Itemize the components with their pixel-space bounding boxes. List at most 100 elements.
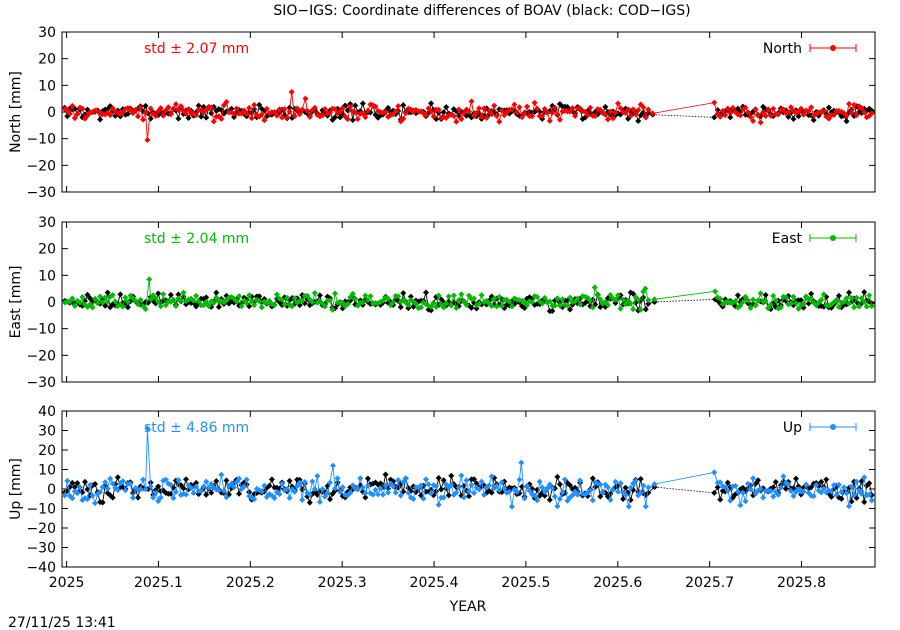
- east-sio-point: [617, 305, 624, 312]
- north-sio-point: [649, 110, 656, 117]
- east-sio-point: [362, 292, 369, 299]
- up-sio-point: [377, 485, 384, 492]
- east-sio-point: [344, 301, 351, 308]
- north-sio-point: [551, 104, 558, 111]
- up-sio-point: [556, 495, 563, 502]
- east-sio-point: [637, 306, 644, 313]
- east-cod-point: [84, 291, 91, 298]
- east-cod-point: [215, 303, 222, 310]
- up-sio-point: [109, 480, 116, 487]
- up-cod-point: [519, 483, 526, 490]
- east-sio-point: [102, 294, 109, 301]
- up-sio-point: [803, 481, 810, 488]
- up-sio-point: [220, 487, 227, 494]
- east-sio-point: [453, 305, 460, 312]
- up-cod-point: [567, 482, 574, 489]
- up-sio-point: [327, 479, 334, 486]
- north-sio-point: [337, 108, 344, 115]
- east-sio-point: [587, 297, 594, 304]
- north-sio-point: [286, 108, 293, 115]
- east-sio-point: [430, 299, 437, 306]
- east-sio-point: [352, 295, 359, 302]
- up-sio-point: [486, 482, 493, 489]
- north-sio-point: [729, 104, 736, 111]
- up-sio-point: [599, 489, 606, 496]
- east-sio-point: [92, 295, 99, 302]
- north-sio-point: [488, 111, 495, 118]
- east-sio-point: [445, 293, 452, 300]
- east-sio-point: [109, 292, 116, 299]
- up-sio-point: [279, 480, 286, 487]
- east-sio-point: [258, 304, 265, 311]
- up-sio-point: [549, 485, 556, 492]
- north-sio-point: [223, 98, 230, 105]
- up-sio-point: [74, 490, 81, 497]
- x-tick-label: 2025.6: [593, 575, 642, 591]
- north-sio-point: [820, 107, 827, 114]
- north-ytick-label: −10: [26, 132, 56, 148]
- up-sio-point: [375, 491, 382, 498]
- north-sio-point: [165, 104, 172, 111]
- up-cod-point: [183, 476, 190, 483]
- up-cod-point: [109, 494, 116, 501]
- up-sio-point: [357, 475, 364, 482]
- up-sio-point: [722, 484, 729, 491]
- up-sio-point: [208, 480, 215, 487]
- east-cod-point: [808, 290, 815, 297]
- up-sio-point: [190, 490, 197, 497]
- up-sio-point: [544, 485, 551, 492]
- up-cod-point: [597, 493, 604, 500]
- up-cod-point: [435, 475, 442, 482]
- up-sio-point: [423, 476, 430, 483]
- east-sio-point: [858, 295, 865, 302]
- east-sio-point: [739, 298, 746, 305]
- up-sio-point: [296, 479, 303, 486]
- up-cod-point: [327, 496, 334, 503]
- north-sio-point: [160, 112, 167, 119]
- x-tick-label: 2025.2: [226, 575, 275, 591]
- north-cod-point: [602, 103, 609, 110]
- up-sio-point: [521, 495, 528, 502]
- north-sio-point: [609, 115, 616, 122]
- east-sio-point: [112, 298, 119, 305]
- north-legend-marker: [830, 45, 836, 51]
- up-sio-point: [516, 476, 523, 483]
- east-cod-point: [397, 304, 404, 311]
- north-sio-point: [742, 104, 749, 111]
- north-sio-point: [612, 109, 619, 116]
- east-sio-point: [284, 294, 291, 301]
- up-sio-point: [742, 498, 749, 505]
- north-cod-point: [185, 114, 192, 121]
- east-sio-point: [488, 302, 495, 309]
- east-sio-point: [193, 292, 200, 299]
- up-sio-point: [777, 484, 784, 491]
- up-sio-point: [640, 482, 647, 489]
- north-cod-point: [97, 116, 104, 123]
- north-sio-point: [529, 113, 536, 120]
- north-sio-point: [246, 104, 253, 111]
- up-sio-point: [330, 462, 336, 469]
- north-sio-point: [137, 104, 144, 111]
- east-sio-point: [866, 292, 873, 299]
- up-sio-point: [561, 476, 568, 483]
- up-sio-point: [119, 478, 126, 485]
- north-cod-point: [124, 110, 131, 117]
- up-sio-point: [402, 475, 409, 482]
- up-sio-point: [155, 498, 162, 505]
- up-sio-point: [261, 482, 268, 489]
- east-sio-point: [856, 303, 863, 310]
- up-sio-point: [251, 496, 258, 503]
- up-legend-label: Up: [783, 420, 802, 436]
- north-sio-point: [354, 116, 361, 123]
- east-sio-point: [551, 302, 558, 309]
- up-sio-point: [589, 497, 596, 504]
- north-sio-point: [281, 106, 288, 113]
- north-sio-point: [767, 112, 774, 119]
- north-cod-point: [825, 104, 832, 111]
- up-sio-point: [524, 482, 531, 489]
- east-sio-point: [645, 297, 652, 304]
- up-sio-point: [612, 478, 619, 485]
- up-sio-point: [760, 494, 767, 501]
- up-cod-point: [772, 479, 779, 486]
- up-sio-point: [651, 481, 658, 488]
